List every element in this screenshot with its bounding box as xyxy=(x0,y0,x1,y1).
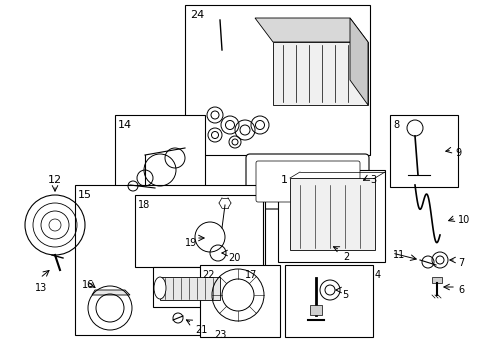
Bar xyxy=(153,267,241,307)
Text: 14: 14 xyxy=(118,120,132,130)
Text: 17: 17 xyxy=(244,270,257,280)
Bar xyxy=(389,115,457,187)
Polygon shape xyxy=(349,18,367,105)
Polygon shape xyxy=(160,277,220,300)
Text: 3: 3 xyxy=(369,175,375,185)
Text: 7: 7 xyxy=(457,258,463,268)
Text: 19: 19 xyxy=(184,238,197,248)
Text: 12: 12 xyxy=(48,175,62,185)
Text: 8: 8 xyxy=(392,120,398,130)
Polygon shape xyxy=(289,178,374,250)
Polygon shape xyxy=(254,18,367,42)
Text: 10: 10 xyxy=(457,215,469,225)
Text: 18: 18 xyxy=(138,200,150,210)
Text: 24: 24 xyxy=(190,10,204,20)
Ellipse shape xyxy=(154,277,165,299)
Text: 9: 9 xyxy=(454,148,460,158)
Text: 16: 16 xyxy=(82,280,94,290)
Text: 21: 21 xyxy=(195,325,207,335)
Text: 1: 1 xyxy=(281,175,287,185)
Bar xyxy=(309,305,321,315)
FancyBboxPatch shape xyxy=(245,154,368,209)
Polygon shape xyxy=(92,290,130,295)
Text: 20: 20 xyxy=(227,253,240,263)
Text: 4: 4 xyxy=(374,270,380,280)
Bar xyxy=(115,115,204,200)
Text: 23: 23 xyxy=(213,330,226,340)
Text: 22: 22 xyxy=(202,270,214,280)
Text: 11: 11 xyxy=(392,250,405,260)
Polygon shape xyxy=(272,42,367,105)
Bar xyxy=(200,265,280,337)
Text: 2: 2 xyxy=(342,252,348,262)
Text: 13: 13 xyxy=(35,283,47,293)
Text: 6: 6 xyxy=(457,285,463,295)
FancyBboxPatch shape xyxy=(256,161,359,202)
Bar xyxy=(431,277,441,283)
Bar xyxy=(75,185,264,335)
Bar xyxy=(285,265,372,337)
Text: 5: 5 xyxy=(341,290,347,300)
Bar xyxy=(184,5,369,155)
Bar xyxy=(278,170,384,262)
Text: 15: 15 xyxy=(78,190,92,200)
Bar xyxy=(135,195,263,267)
